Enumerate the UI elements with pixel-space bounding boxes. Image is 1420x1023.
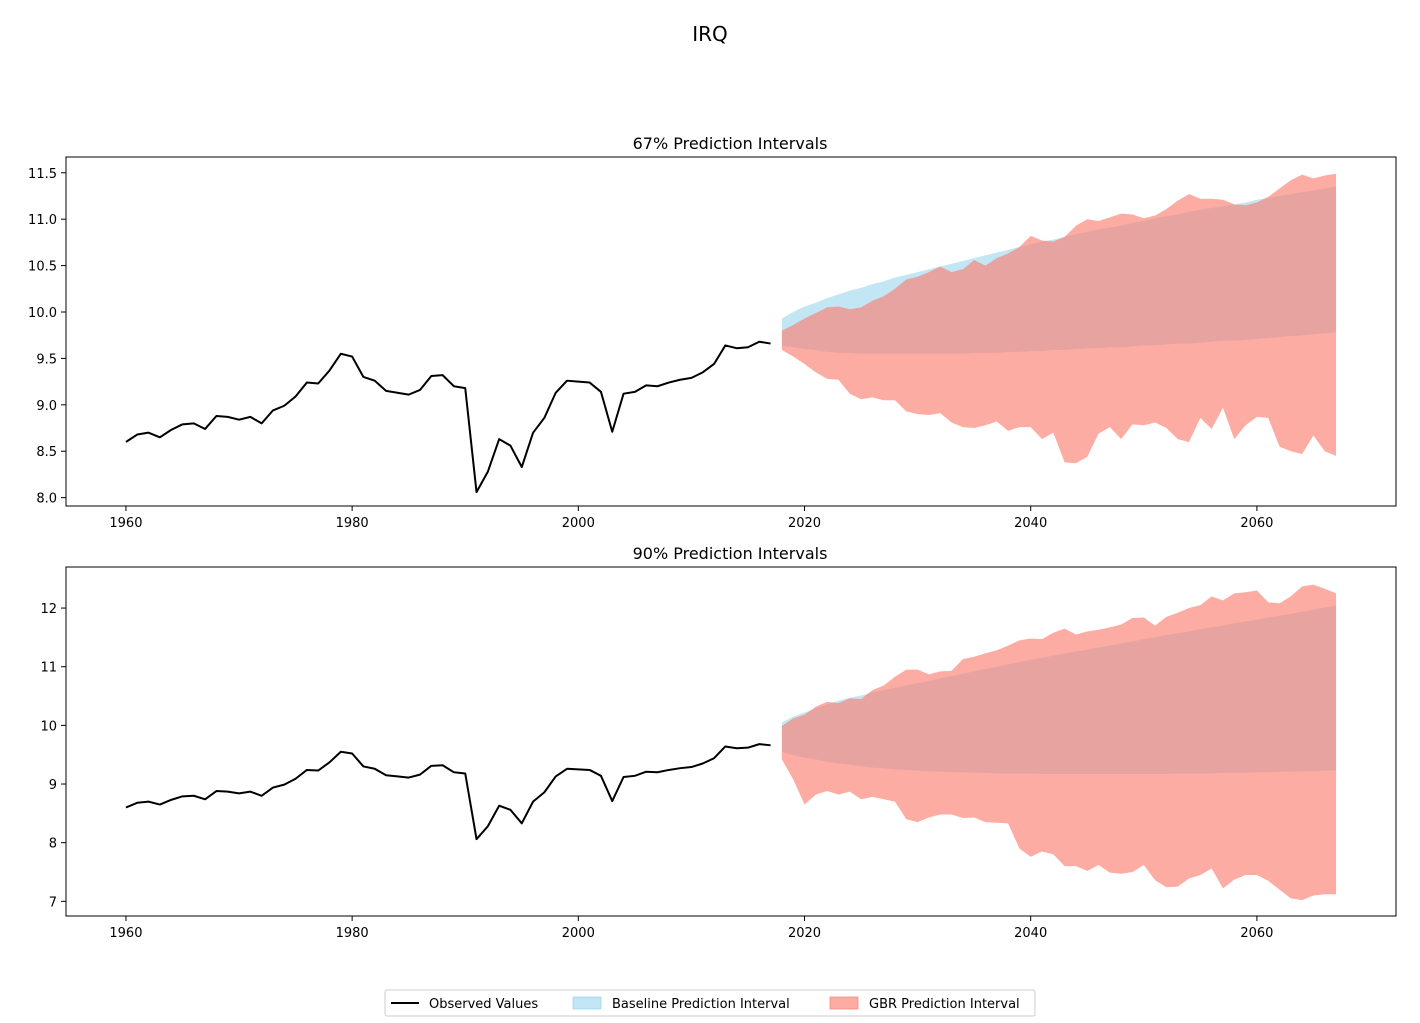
y-tick-label: 8.5 (36, 445, 57, 460)
y-tick-label: 9 (49, 778, 57, 793)
x-tick-label: 1980 (336, 926, 369, 941)
panel-title: 67% Prediction Intervals (633, 134, 828, 153)
y-tick-label: 12 (40, 602, 57, 617)
y-tick-label: 11.5 (28, 167, 57, 182)
y-tick-label: 11 (40, 661, 57, 676)
x-tick-label: 2000 (562, 516, 595, 531)
observed-values-line (125, 340, 771, 494)
y-tick-label: 8 (49, 837, 57, 852)
legend-baseline-label: Baseline Prediction Interval (612, 997, 790, 1012)
y-tick-label: 9.0 (36, 399, 57, 414)
legend-gbr-swatch (829, 996, 859, 1010)
x-tick-label: 2040 (1014, 516, 1047, 531)
panel-title: 90% Prediction Intervals (633, 544, 828, 563)
y-tick-label: 11.0 (28, 213, 57, 228)
axes-frame (65, 566, 1397, 917)
x-tick-label: 2060 (1240, 516, 1273, 531)
observed-values-line (125, 743, 771, 841)
x-tick-label: 2020 (788, 516, 821, 531)
y-tick-label: 10 (40, 719, 57, 734)
legend-frame (384, 989, 1036, 1017)
panel-67-percent: 67% Prediction Intervals 1960 1980 2000 202… (28, 134, 1397, 531)
y-tick-label: 7 (49, 895, 57, 910)
y-tick-label: 8.0 (36, 492, 57, 507)
figure-title: IRQ (692, 22, 728, 46)
legend-observed-label: Observed Values (429, 997, 538, 1012)
x-tick-label: 2040 (1014, 926, 1047, 941)
y-tick-label: 10.5 (28, 260, 57, 275)
legend-baseline-swatch (572, 996, 602, 1010)
legend: Observed Values Baseline Prediction Inte… (384, 989, 1036, 1017)
x-tick-label: 2000 (562, 926, 595, 941)
x-tick-label: 1980 (336, 516, 369, 531)
y-tick-label: 10.0 (28, 306, 57, 321)
gbr-interval-band (781, 584, 1337, 901)
y-tick-label: 9.5 (36, 352, 57, 367)
axes-frame (65, 156, 1397, 507)
gbr-interval-band (781, 173, 1337, 464)
x-tick-label: 1960 (109, 926, 142, 941)
panel-90-percent: 90% Prediction Intervals 1960 1980 2000 202… (40, 544, 1397, 941)
x-tick-label: 2060 (1240, 926, 1273, 941)
legend-gbr-label: GBR Prediction Interval (869, 997, 1020, 1012)
x-tick-label: 2020 (788, 926, 821, 941)
x-tick-label: 1960 (109, 516, 142, 531)
